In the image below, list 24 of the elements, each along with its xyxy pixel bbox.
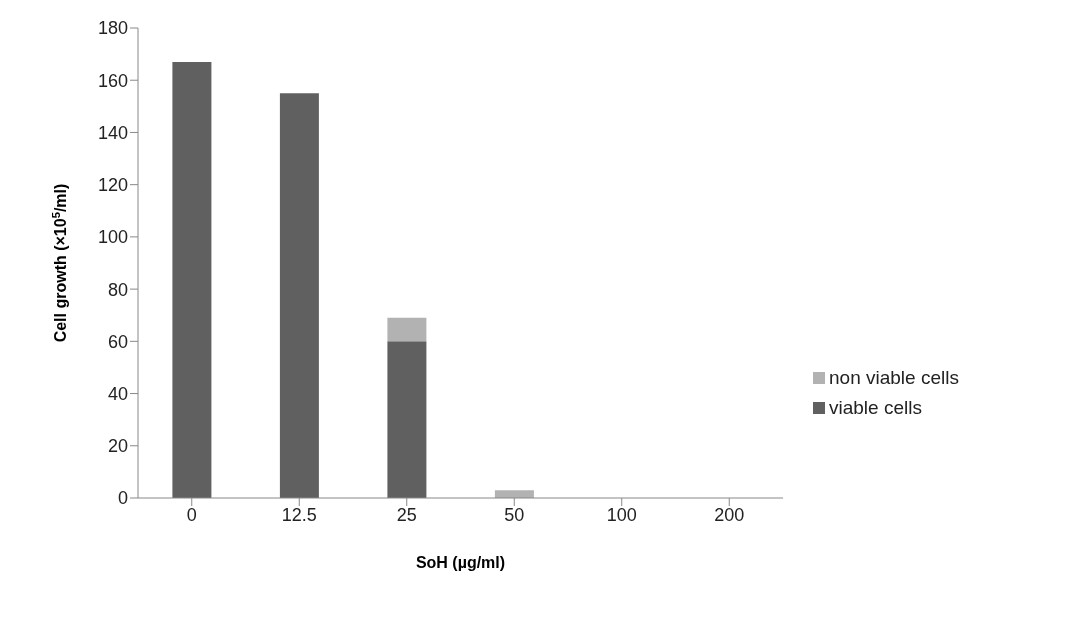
x-tick-label: 25 [396,504,417,525]
y-tick-label: 0 [117,488,128,509]
x-axis-title: SoH (µg/ml) [415,554,506,571]
bar [387,341,427,498]
bar [387,317,427,342]
y-tick-label: 120 [97,175,128,196]
legend-label: viable cells [828,397,923,419]
y-tick-label: 40 [107,383,128,404]
y-tick-label: 160 [97,70,128,91]
y-tick-label: 180 [97,18,128,39]
x-tick-label: 12.5 [281,504,317,525]
bar [279,93,319,498]
y-tick-label: 20 [107,436,128,457]
x-tick-label: 50 [504,504,525,525]
legend-label: non viable cells [828,367,960,389]
y-tick-label: 140 [97,122,128,143]
x-tick-label: 100 [606,504,637,525]
x-tick-label: 0 [186,504,197,525]
y-tick-label: 100 [97,227,128,248]
y-tick-label: 60 [107,331,128,352]
bar [172,61,212,498]
bar [494,490,534,498]
y-tick-label: 80 [107,279,128,300]
x-tick-label: 200 [714,504,745,525]
